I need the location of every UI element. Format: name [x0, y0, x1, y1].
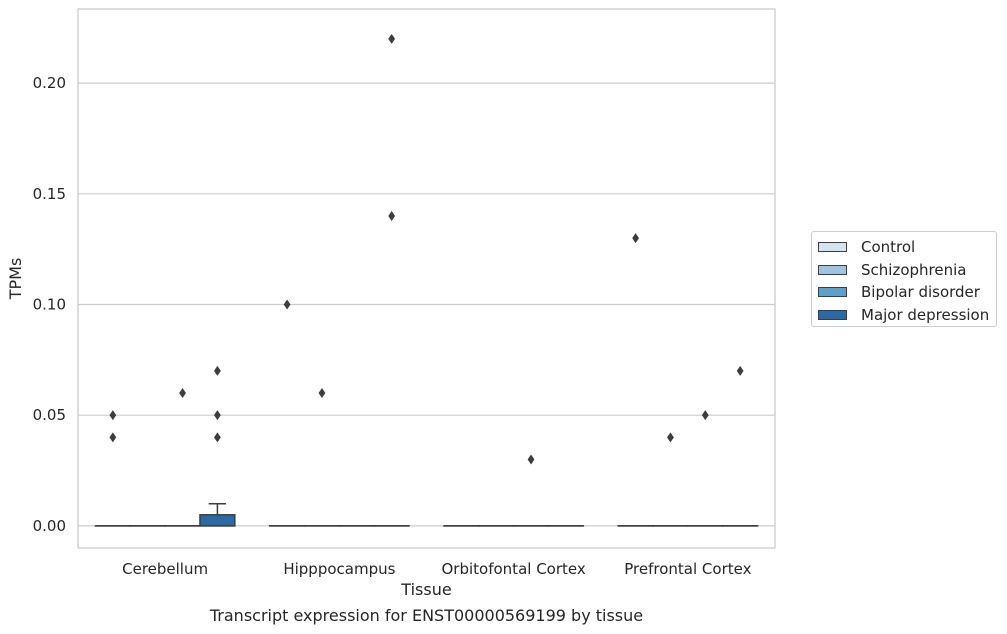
y-axis-label: TPMs: [6, 258, 25, 301]
y-tick-labels: 0.00 0.05 0.10 0.15 0.20: [33, 74, 66, 535]
legend-label: Major depression: [861, 305, 990, 324]
x-tick-labels: Cerebellum Hipppocampus Orbitofontal Corte…: [122, 560, 751, 578]
outlier-point: [109, 410, 117, 421]
box-body: [199, 514, 236, 527]
outlier-point: [179, 388, 186, 399]
x-tick-label: Hipppocampus: [283, 560, 395, 578]
outlier-point: [388, 210, 396, 221]
legend-item-schizophrenia: Schizophrenia: [818, 259, 996, 282]
y-tick-label: 0.10: [33, 296, 66, 314]
legend-label: Bipolar disorder: [861, 283, 980, 302]
legend-item-major-depression: Major depression: [818, 304, 996, 327]
outlier-point: [527, 454, 535, 465]
boxes: [94, 502, 759, 527]
y-tick-label: 0.20: [33, 74, 66, 92]
legend-label: Control: [861, 238, 916, 257]
plot-frame: [77, 8, 776, 549]
y-tick-label: 0.00: [33, 517, 66, 535]
outliers: [109, 33, 744, 465]
x-tick-label: Orbitofontal Cortex: [442, 560, 586, 578]
x-tick-label: Cerebellum: [122, 560, 208, 578]
y-tick-label: 0.15: [33, 185, 66, 203]
y-tick-label: 0.05: [33, 406, 66, 424]
outlier-point: [667, 432, 674, 443]
legend-label: Schizophrenia: [861, 260, 967, 279]
legend-item-bipolar-disorder: Bipolar disorder: [818, 281, 996, 304]
outlier-point: [632, 233, 639, 244]
box-major-depression: [199, 502, 236, 527]
outlier-point: [283, 299, 291, 310]
outlier-point: [736, 365, 744, 376]
legend-item-control: Control: [818, 236, 996, 259]
legend-swatch: [818, 264, 847, 275]
outlier-point: [388, 33, 396, 44]
outlier-point: [318, 388, 326, 399]
outlier-point: [701, 410, 709, 421]
outlier-point: [214, 365, 221, 376]
x-tick-label: Prefrontal Cortex: [624, 560, 751, 578]
legend-swatch: [818, 287, 847, 298]
outlier-point: [109, 432, 117, 443]
legend: Control Schizophrenia Bipolar disorder M…: [811, 231, 997, 327]
legend-swatch: [818, 309, 847, 320]
outlier-point: [214, 410, 221, 421]
legend-swatch: [818, 242, 847, 253]
x-axis-label: Tissue: [400, 580, 451, 599]
outlier-point: [214, 432, 221, 443]
chart-caption: Transcript expression for ENST0000056919…: [209, 606, 644, 625]
grid-lines: [78, 82, 775, 527]
